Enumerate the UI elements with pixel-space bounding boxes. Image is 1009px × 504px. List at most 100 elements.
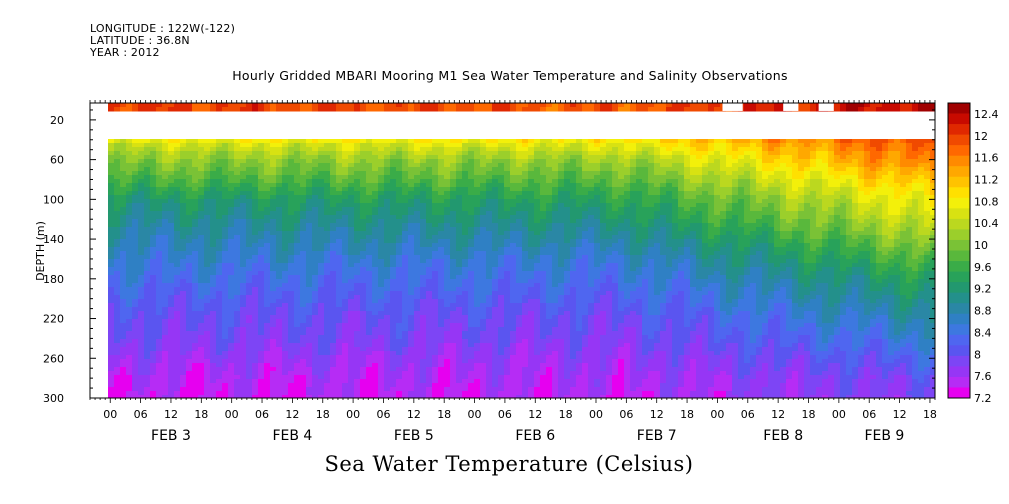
heatmap-cell [498, 151, 505, 156]
heatmap-cell [378, 367, 385, 372]
heatmap-cell [348, 379, 355, 384]
heatmap-cell [126, 159, 133, 164]
heatmap-cell [396, 163, 403, 168]
heatmap-cell [216, 287, 223, 292]
heatmap-cell [126, 319, 133, 324]
heatmap-cell [114, 255, 121, 260]
heatmap-cell [438, 223, 445, 228]
heatmap-cell [330, 267, 337, 272]
heatmap-cell [288, 203, 295, 208]
heatmap-cell [330, 251, 337, 256]
heatmap-cell [438, 203, 445, 208]
heatmap-cell [540, 359, 547, 364]
heatmap-cell [426, 231, 433, 236]
heatmap-cell [534, 267, 541, 272]
heatmap-cell [414, 199, 421, 204]
heatmap-cell [186, 215, 193, 220]
heatmap-cell [114, 207, 121, 212]
heatmap-cell [120, 247, 127, 252]
heatmap-cell [306, 355, 313, 360]
heatmap-cell [372, 103, 379, 108]
heatmap-cell [456, 247, 463, 252]
heatmap-cell [276, 215, 283, 220]
heatmap-cell [366, 107, 373, 112]
heatmap-cell [174, 327, 181, 332]
heatmap-cell [264, 155, 271, 160]
heatmap-cell [438, 283, 445, 288]
heatmap-cell [174, 271, 181, 276]
heatmap-cell [450, 211, 457, 216]
heatmap-cell [180, 339, 187, 344]
heatmap-cell [234, 383, 241, 388]
heatmap-cell [474, 395, 481, 399]
heatmap-cell [180, 379, 187, 384]
heatmap-cell [282, 183, 289, 188]
heatmap-cell [222, 191, 229, 196]
heatmap-cell [168, 267, 175, 272]
heatmap-cell [276, 179, 283, 184]
heatmap-cell [114, 171, 121, 176]
heatmap-cell [144, 339, 151, 344]
heatmap-cell [522, 247, 529, 252]
heatmap-cell [114, 183, 121, 188]
heatmap-cell [204, 211, 211, 216]
heatmap-cell [216, 379, 223, 384]
heatmap-cell [456, 211, 463, 216]
heatmap-cell [384, 351, 391, 356]
heatmap-cell [150, 339, 157, 344]
heatmap-cell [372, 355, 379, 360]
heatmap-cell [192, 259, 199, 264]
heatmap-cell [174, 311, 181, 316]
heatmap-cell [480, 299, 487, 304]
heatmap-cell [432, 255, 439, 260]
heatmap-cell [306, 291, 313, 296]
heatmap-cell [222, 355, 229, 360]
heatmap-cell [168, 339, 175, 344]
heatmap-cell [204, 315, 211, 320]
heatmap-cell [222, 303, 229, 308]
heatmap-cell [420, 207, 427, 212]
heatmap-cell [516, 247, 523, 252]
heatmap-cell [492, 255, 499, 260]
heatmap-cell [438, 163, 445, 168]
heatmap-cell [348, 171, 355, 176]
heatmap-cell [282, 279, 289, 284]
heatmap-cell [528, 235, 535, 240]
heatmap-cell [108, 287, 115, 292]
heatmap-cell [252, 303, 259, 308]
heatmap-cell [174, 391, 181, 396]
heatmap-cell [240, 275, 247, 280]
heatmap-cell [288, 103, 295, 108]
heatmap-cell [510, 339, 517, 344]
heatmap-cell [288, 231, 295, 236]
heatmap-cell [204, 107, 211, 112]
heatmap-cell [162, 331, 169, 336]
heatmap-cell [396, 311, 403, 316]
heatmap-cell [222, 163, 229, 168]
heatmap-cell [444, 335, 451, 340]
heatmap-cell [546, 195, 553, 200]
heatmap-cell [126, 163, 133, 168]
heatmap-cell [156, 287, 163, 292]
heatmap-cell [228, 195, 235, 200]
heatmap-cell [216, 151, 223, 156]
heatmap-cell [276, 331, 283, 336]
heatmap-cell [174, 287, 181, 292]
heatmap-cell [480, 295, 487, 300]
heatmap-cell [504, 287, 511, 292]
heatmap-cell [312, 159, 319, 164]
heatmap-cell [546, 367, 553, 372]
heatmap-cell [174, 215, 181, 220]
heatmap-cell [426, 195, 433, 200]
heatmap-cell [234, 231, 241, 236]
heatmap-cell [126, 243, 133, 248]
heatmap-cell [414, 271, 421, 276]
heatmap-cell [438, 231, 445, 236]
heatmap-cell [510, 155, 517, 160]
heatmap-cell [396, 359, 403, 364]
heatmap-cell [432, 343, 439, 348]
heatmap-cell [540, 175, 547, 180]
heatmap-cell [492, 179, 499, 184]
heatmap-cell [438, 139, 445, 144]
heatmap-cell [534, 271, 541, 276]
